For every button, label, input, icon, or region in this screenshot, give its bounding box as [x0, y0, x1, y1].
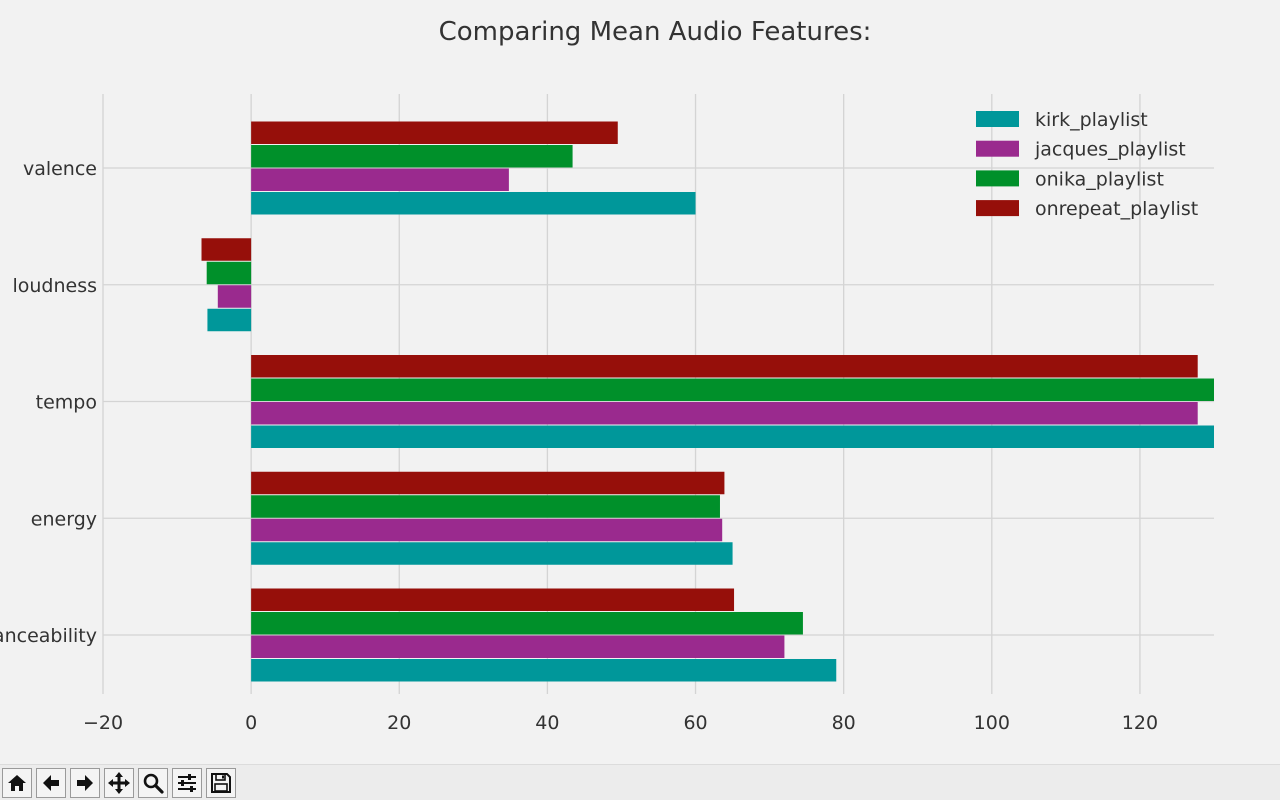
- navigation-toolbar: [0, 764, 1280, 800]
- back-button[interactable]: [36, 767, 66, 798]
- legend-swatch-jacques_playlist: [976, 140, 1019, 157]
- bar-onika_playlist-danceability: [251, 612, 803, 635]
- x-tick-label: 0: [245, 712, 257, 734]
- bar-jacques_playlist-energy: [251, 518, 723, 542]
- y-tick-label-valence: valence: [23, 158, 97, 180]
- zoom-button[interactable]: [138, 767, 168, 798]
- bar-onrepeat_playlist-energy: [251, 471, 725, 495]
- bar-onika_playlist-valence: [251, 145, 573, 168]
- configure-button[interactable]: [172, 767, 202, 798]
- bar-jacques_playlist-tempo: [251, 402, 1198, 425]
- y-tick-label-energy: energy: [31, 508, 97, 530]
- legend-label-onrepeat_playlist: onrepeat_playlist: [1035, 198, 1198, 220]
- bar-kirk_playlist-energy: [251, 542, 733, 565]
- x-tick-label: 20: [387, 712, 411, 734]
- bar-kirk_playlist-loudness: [207, 308, 252, 332]
- y-tick-label-tempo: tempo: [36, 392, 97, 414]
- arrow-left-icon: [43, 774, 59, 791]
- bar-onika_playlist-energy: [251, 495, 720, 518]
- y-tick-labels: danceability energy tempo loudness valence: [0, 158, 97, 647]
- legend-label-kirk_playlist: kirk_playlist: [1035, 109, 1148, 131]
- bar-jacques_playlist-valence: [251, 168, 509, 191]
- x-tick-label: 60: [683, 712, 707, 734]
- x-tick-label: −20: [83, 712, 123, 734]
- sliders-icon: [178, 773, 196, 792]
- bar-onrepeat_playlist-tempo: [251, 355, 1198, 378]
- pan-button[interactable]: [104, 767, 134, 798]
- bars: [201, 121, 1215, 682]
- bar-kirk_playlist-valence: [251, 192, 696, 215]
- y-tick-label-danceability: danceability: [0, 625, 97, 647]
- x-tick-label: 40: [535, 712, 559, 734]
- x-tick-labels: −20 0 20 40 60 80 100 120: [83, 712, 1158, 734]
- floppy-icon: [211, 772, 231, 793]
- magnifier-icon: [143, 773, 164, 794]
- home-button[interactable]: [2, 767, 32, 798]
- legend-label-jacques_playlist: jacques_playlist: [1034, 139, 1186, 161]
- bar-onika_playlist-tempo: [251, 378, 1215, 401]
- save-button[interactable]: [206, 767, 236, 798]
- legend-swatch-onika_playlist: [976, 170, 1019, 187]
- bar-chart: Comparing Mean Audio Features: danceabil…: [0, 17, 1215, 734]
- x-tick-label: 100: [974, 712, 1010, 734]
- bar-onrepeat_playlist-valence: [251, 121, 618, 144]
- y-tick-label-loudness: loudness: [12, 275, 97, 297]
- bar-kirk_playlist-danceability: [251, 659, 837, 682]
- forward-button[interactable]: [70, 767, 100, 798]
- arrow-right-icon: [77, 774, 93, 791]
- bar-onrepeat_playlist-loudness: [201, 238, 252, 261]
- legend-label-onika_playlist: onika_playlist: [1035, 168, 1164, 190]
- figure: Comparing Mean Audio Features: danceabil…: [0, 17, 1215, 734]
- bar-onrepeat_playlist-danceability: [251, 588, 735, 611]
- bar-jacques_playlist-danceability: [251, 635, 785, 658]
- legend: kirk_playlist jacques_playlist onika_playl…: [976, 109, 1198, 220]
- chart-title: Comparing Mean Audio Features:: [439, 17, 872, 47]
- bar-onika_playlist-loudness: [206, 261, 252, 285]
- home-icon: [8, 774, 26, 791]
- legend-swatch-onrepeat_playlist: [976, 200, 1019, 217]
- legend-swatch-kirk_playlist: [976, 111, 1019, 127]
- x-tick-label: 80: [832, 712, 856, 734]
- x-tick-label: 120: [1122, 712, 1158, 734]
- move-icon: [108, 771, 130, 794]
- bar-jacques_playlist-loudness: [217, 285, 252, 308]
- bar-kirk_playlist-tempo: [251, 425, 1215, 448]
